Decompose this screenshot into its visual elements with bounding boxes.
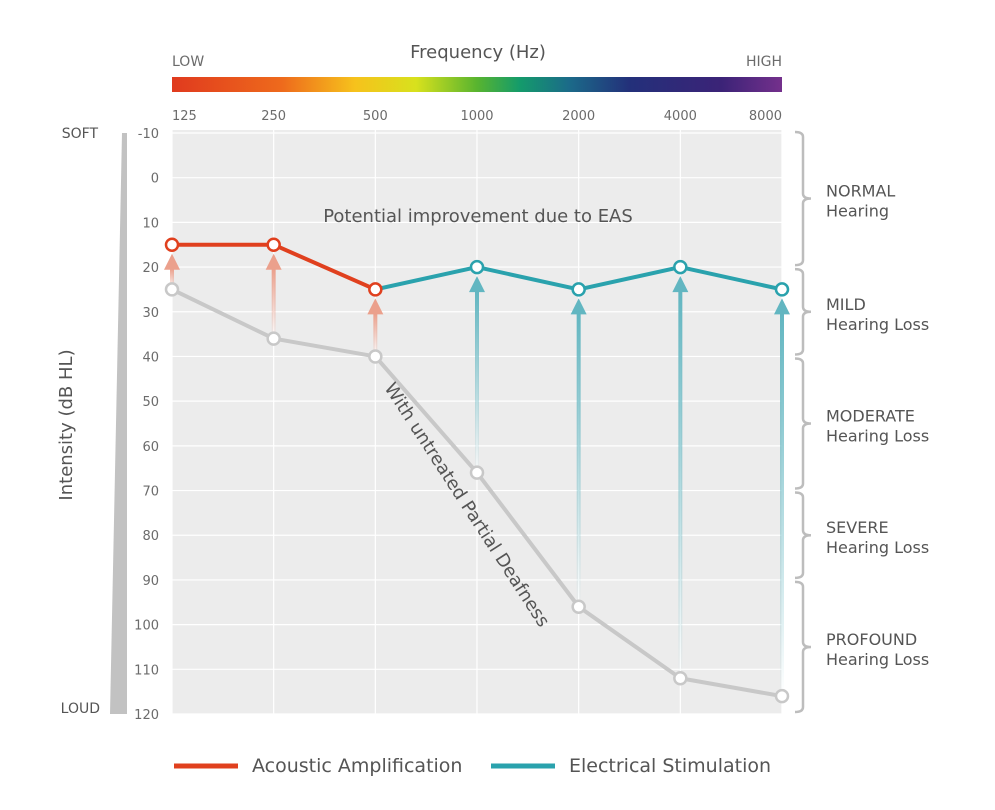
point-electrical xyxy=(673,259,688,275)
point-acoustic xyxy=(266,237,281,252)
y-tick-label: 110 xyxy=(134,663,159,678)
arrow-shaft xyxy=(780,313,784,697)
point-untreated xyxy=(774,688,790,704)
x-tick-label: 250 xyxy=(261,109,286,124)
point-electrical xyxy=(469,259,485,275)
arrow-shaft xyxy=(373,313,378,357)
y-tick-label: 30 xyxy=(142,306,159,321)
improvement-arrows xyxy=(164,253,790,697)
y-tick-label: 10 xyxy=(142,216,159,231)
intensity-wedge xyxy=(110,133,127,714)
point-electrical xyxy=(774,282,790,297)
arrow-head xyxy=(367,298,384,315)
point-untreated xyxy=(266,331,281,346)
arrow-shaft xyxy=(170,268,174,290)
arrow-head xyxy=(672,276,689,293)
x-tick-label: 8000 xyxy=(749,109,782,124)
y-tick-label: 70 xyxy=(142,485,159,500)
arrow-head xyxy=(774,298,790,315)
frequency-high-label: HIGH xyxy=(746,54,782,70)
band-sub: Hearing Loss xyxy=(826,650,929,669)
legend: Acoustic Amplification Electrical Stimul… xyxy=(174,755,771,777)
y-loud-label: LOUD xyxy=(61,701,100,717)
y-tick-label: 60 xyxy=(142,440,159,455)
y-tick-label: 40 xyxy=(142,350,159,365)
arrow-head xyxy=(164,253,180,270)
x-tick-label: 500 xyxy=(363,109,388,124)
y-axis-label: Intensity (dB HL) xyxy=(56,349,77,500)
arrow-shaft xyxy=(576,313,581,607)
point-electrical xyxy=(571,282,586,297)
point-acoustic xyxy=(368,282,383,297)
band-brace xyxy=(794,580,812,714)
y-tick-label: 20 xyxy=(142,261,159,276)
y-tick-label: -10 xyxy=(138,127,159,142)
legend-label-acoustic: Acoustic Amplification xyxy=(252,755,462,777)
band-name: PROFOUND xyxy=(826,630,917,649)
arrow-shaft xyxy=(678,291,683,679)
x-tick-label: 1000 xyxy=(460,109,493,124)
y-tick-label: 90 xyxy=(142,574,159,589)
y-tick-label: 50 xyxy=(142,395,159,410)
point-untreated xyxy=(673,670,688,686)
x-tick-label: 2000 xyxy=(562,109,595,124)
band-brace xyxy=(794,357,812,490)
legend-label-electrical: Electrical Stimulation xyxy=(569,755,771,777)
band-name: SEVERE xyxy=(826,518,889,537)
x-tick-label: 125 xyxy=(172,109,197,124)
band-name: MILD xyxy=(826,295,866,314)
y-tick-labels: -10 0 10 20 30 40 50 60 70 80 90 100 110 120 xyxy=(134,127,159,723)
improvement-annotation: Potential improvement due to EAS xyxy=(323,206,633,227)
arrow-shaft xyxy=(271,268,276,339)
chart-title: Frequency (Hz) xyxy=(410,42,546,63)
frequency-low-label: LOW xyxy=(172,54,204,70)
band-brace xyxy=(794,130,812,267)
series-points xyxy=(164,237,790,704)
y-tick-label: 80 xyxy=(142,529,159,544)
y-tick-label: 100 xyxy=(134,619,159,634)
frequency-gradient-bar xyxy=(172,77,782,92)
point-untreated xyxy=(469,465,485,480)
band-sub: Hearing Loss xyxy=(826,538,929,557)
band-brace xyxy=(794,267,812,356)
band-sub: Hearing Loss xyxy=(826,315,929,334)
band-sub: Hearing Loss xyxy=(826,427,929,446)
y-tick-label: 120 xyxy=(134,708,159,723)
point-untreated xyxy=(571,599,586,614)
point-acoustic xyxy=(164,237,180,252)
arrow-head xyxy=(265,253,282,270)
point-untreated xyxy=(368,349,383,364)
arrow-shaft xyxy=(475,291,479,473)
point-untreated xyxy=(164,282,180,297)
band-brace xyxy=(794,491,812,580)
band-name: NORMAL xyxy=(826,182,895,201)
y-tick-label: 0 xyxy=(151,172,159,187)
x-tick-labels: 125 250 500 1000 2000 4000 8000 xyxy=(172,109,782,124)
arrow-head xyxy=(469,276,485,293)
band-sub: Hearing xyxy=(826,202,889,221)
x-tick-label: 4000 xyxy=(664,109,697,124)
y-soft-label: SOFT xyxy=(62,126,99,142)
arrow-head xyxy=(570,298,587,315)
band-name: MODERATE xyxy=(826,407,915,426)
